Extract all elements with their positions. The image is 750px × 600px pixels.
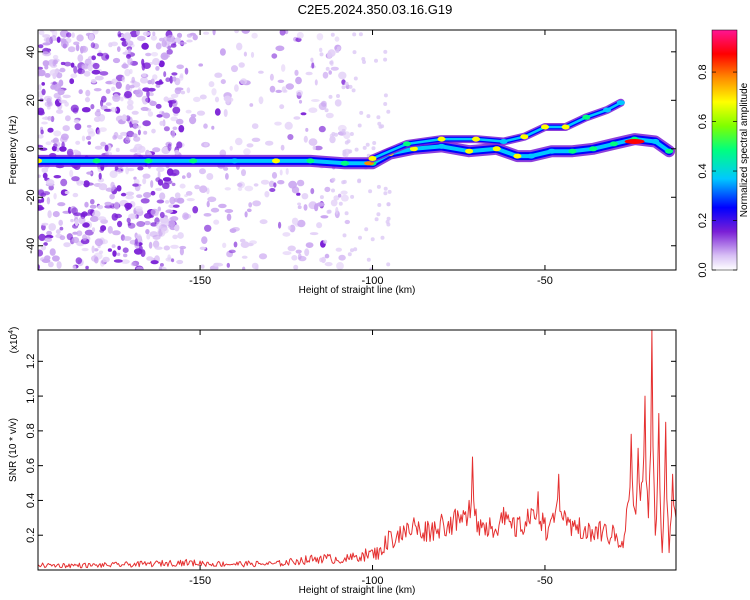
colorbar-tick-label: 0.6 xyxy=(697,114,709,129)
snr-ytick-label: 0.2 xyxy=(25,528,37,543)
ridge-point xyxy=(437,143,446,149)
spectrogram-ytick-label: 40 xyxy=(25,46,37,58)
colorbar-label: Normalized spectral amplitude xyxy=(739,82,750,217)
snr-unit-exp: 4 xyxy=(8,330,15,334)
spectrogram-ridge-1 xyxy=(38,133,676,170)
snr-ylabel: SNR (10 * v/v) xyxy=(8,418,19,482)
colorbar-tick-label: 0.2 xyxy=(697,213,709,228)
ridge-point xyxy=(92,158,101,164)
colorbar-tick-label: 0.8 xyxy=(697,64,709,79)
ridge-peak xyxy=(624,139,645,144)
snr-panel: -150 -100 -50 0.2 0.4 0.6 0.8 1.0 1.2 Height of … xyxy=(8,327,677,596)
spectrogram-xtick-label: -100 xyxy=(362,275,384,287)
snr-ytick-label: 0.6 xyxy=(25,458,37,473)
ridge-point xyxy=(616,100,625,106)
ridge-point xyxy=(306,158,315,164)
ridge-point xyxy=(465,148,474,154)
spectrogram-xtick-label: -150 xyxy=(189,275,211,287)
spectrogram-noise xyxy=(38,30,392,270)
colorbar-tick-label: 0.0 xyxy=(697,262,709,277)
snr-xtick-label: -50 xyxy=(537,575,553,587)
spectrogram-ytick-label: 0 xyxy=(25,146,37,152)
spectrogram-ytick-label: 20 xyxy=(25,94,37,106)
ridge-point xyxy=(144,158,153,164)
ridge-point xyxy=(513,153,522,159)
spectrogram-ytick-label: -20 xyxy=(25,189,37,205)
snr-ytick-label: 0.4 xyxy=(25,493,37,508)
snr-xlabel: Height of straight line (km) xyxy=(299,585,416,596)
ridge-point xyxy=(368,156,377,161)
ridge-point xyxy=(189,158,198,164)
snr-xtick-label: -100 xyxy=(362,575,384,587)
snr-xtick-label: -150 xyxy=(189,575,211,587)
ridge-point xyxy=(403,141,411,147)
spectrogram-ylabel: Frequency (Hz) xyxy=(8,116,19,185)
snr-ytick-label: 1.2 xyxy=(25,354,37,369)
ridge-point xyxy=(38,158,42,164)
snr-unit-base: (x10 xyxy=(9,333,20,353)
ridge-point xyxy=(409,146,418,152)
ridge-point xyxy=(230,158,239,164)
snr-series-line xyxy=(38,330,676,569)
chart-title: C2E5.2024.350.03.16.G19 xyxy=(297,2,453,17)
spectrogram-ridge-2 xyxy=(368,98,625,163)
spectrogram-xlabel: Height of straight line (km) xyxy=(299,285,416,296)
ridge-point xyxy=(499,139,508,144)
ridge-point xyxy=(609,141,618,147)
ridge-point xyxy=(589,146,598,152)
ridge-point xyxy=(665,148,674,154)
ridge-point xyxy=(520,134,529,140)
ridge-point xyxy=(541,124,549,130)
ridge-point xyxy=(527,153,536,159)
ridge-point xyxy=(472,136,480,142)
ridge-point xyxy=(340,160,349,166)
ridge-point xyxy=(568,148,577,154)
ridge-point xyxy=(547,148,556,154)
spectrogram-xtick-label: -50 xyxy=(537,275,553,287)
ridge-point xyxy=(272,158,280,164)
ridge-point xyxy=(603,107,611,113)
spectrogram-panel: -150 -100 -50 40 20 0 -20 -40 Height of straigh… xyxy=(8,29,677,296)
snr-ytick-label: 0.8 xyxy=(25,423,37,438)
colorbar: 0.0 0.2 0.4 0.6 0.8 Normalized spectral ampl… xyxy=(697,29,750,278)
colorbar-tick-label: 0.4 xyxy=(697,163,709,178)
snr-ytick-label: 1.0 xyxy=(25,388,37,403)
ridge-point xyxy=(437,136,446,142)
spectrogram-ytick-label: -40 xyxy=(25,238,37,254)
ridge-point xyxy=(492,146,501,152)
ridge-point xyxy=(561,124,570,130)
ridge-point xyxy=(651,139,660,144)
ridge-point xyxy=(582,114,591,120)
snr-unit-label: (x104) xyxy=(8,327,20,354)
